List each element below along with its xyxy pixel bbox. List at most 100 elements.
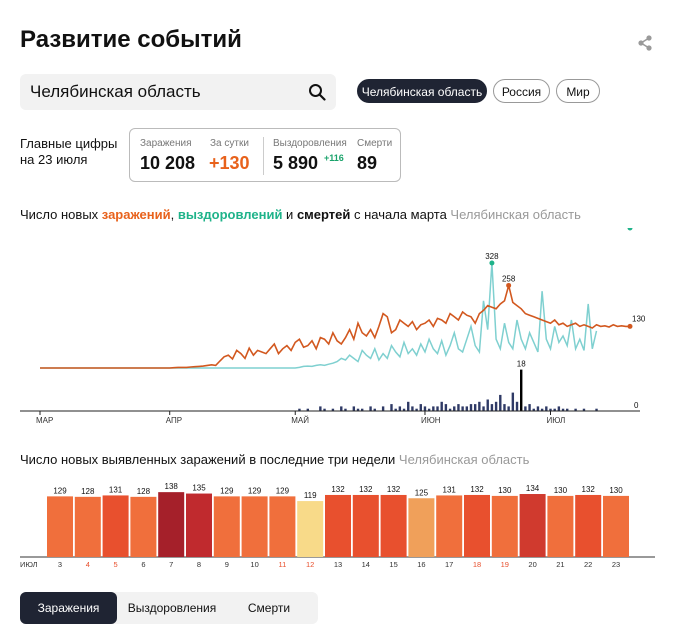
death-bar	[486, 399, 489, 411]
bar-value-label: 132	[331, 485, 345, 494]
day-tick-label: 7	[169, 560, 173, 569]
bar-value-label: 128	[81, 487, 95, 496]
death-bar	[453, 406, 456, 411]
death-bar	[427, 408, 431, 411]
death-bar	[582, 408, 586, 411]
month-label: МАЙ	[291, 416, 309, 425]
death-bar	[540, 408, 544, 411]
death-bar	[532, 408, 535, 411]
death-bar	[369, 406, 372, 411]
deaths-peak-label: 18	[517, 360, 526, 369]
death-bar	[536, 406, 540, 411]
region-pill-chelyabinsk[interactable]: Челябинская область	[357, 79, 487, 103]
death-bar	[448, 408, 452, 411]
search-icon[interactable]	[308, 83, 326, 101]
bar-value-label: 132	[582, 485, 596, 494]
death-bar	[478, 401, 481, 411]
bar	[380, 494, 407, 557]
bar	[352, 494, 379, 557]
death-bar	[440, 401, 443, 411]
recoveries-label: Выздоровления	[273, 138, 347, 149]
bar	[464, 494, 490, 557]
chart2-title-text: Число новых выявленных заражений в после…	[20, 452, 399, 467]
trend-chart: МАР АПР МАЙ ИЮН ИЮЛ 328 258 18 130 116 0	[20, 228, 646, 425]
day-tick-label: 13	[334, 560, 342, 569]
bar-value-label: 131	[443, 485, 457, 494]
bar-value-label: 119	[304, 491, 317, 500]
bar	[297, 501, 324, 557]
bar	[158, 492, 185, 557]
death-bar	[549, 408, 552, 411]
recoveries-last-marker	[627, 228, 633, 231]
death-bar	[461, 406, 464, 411]
recoveries-peak-label: 328	[485, 252, 499, 261]
death-bar	[415, 408, 418, 411]
bar-value-label: 129	[220, 486, 234, 495]
chart1-title-region: Челябинская область	[450, 207, 581, 222]
infections-value: 10 208	[140, 153, 196, 173]
bar-value-label: 130	[498, 486, 512, 495]
infections-last-marker	[627, 323, 633, 329]
death-bar	[432, 406, 435, 411]
bar	[241, 496, 268, 557]
death-bar	[394, 408, 397, 411]
tab-deaths[interactable]: Смерти	[247, 601, 291, 615]
bar-value-label: 135	[192, 484, 206, 493]
three-week-bar-chart: ИЮЛ1293128413151286138713581299129101291…	[20, 482, 655, 569]
death-bar	[423, 406, 427, 411]
day-tick-label: 16	[417, 560, 425, 569]
death-bar	[298, 408, 301, 411]
death-bar	[473, 404, 477, 411]
search-value: Челябинская область	[30, 82, 201, 101]
metric-tabs: Заражения Выздоровления Смерти	[20, 592, 318, 624]
chart1-title-recoveries: выздоровлений	[177, 207, 283, 222]
death-bar	[595, 408, 598, 411]
region-pill-russia[interactable]: Россия	[493, 79, 550, 103]
death-bar	[407, 401, 410, 411]
death-bar	[344, 408, 347, 411]
death-bar	[469, 404, 473, 411]
bar	[547, 495, 574, 557]
month-label: ИЮН	[421, 416, 441, 425]
page-title: Развитие событий	[20, 26, 242, 53]
deaths-value: 89	[357, 153, 378, 173]
share-icon[interactable]	[636, 34, 654, 52]
month-label: ИЮЛ	[546, 416, 565, 425]
death-bar	[306, 408, 310, 411]
day-tick-label: 3	[58, 560, 62, 569]
bar	[74, 496, 101, 557]
day-tick-label: 22	[584, 560, 592, 569]
death-bar	[331, 408, 335, 411]
region-pill-world[interactable]: Мир	[556, 79, 600, 103]
region-search-input[interactable]: Челябинская область	[20, 74, 336, 110]
stats-divider	[263, 137, 264, 175]
bar	[436, 495, 463, 557]
death-bar	[465, 406, 469, 411]
death-bar	[553, 408, 556, 411]
tab-infections[interactable]: Заражения	[20, 592, 117, 624]
day-tick-label: 4	[86, 560, 90, 569]
bar	[408, 498, 435, 557]
death-bar	[444, 404, 448, 411]
death-bar	[574, 408, 577, 411]
chart2-title: Число новых выявленных заражений в после…	[20, 452, 529, 467]
bar	[325, 494, 351, 557]
bar-value-label: 130	[609, 486, 623, 495]
bar	[519, 494, 546, 557]
death-bar	[398, 406, 402, 411]
bar-value-label: 132	[387, 485, 401, 494]
death-bar	[402, 408, 406, 411]
death-bar	[381, 406, 385, 411]
day-tick-label: 12	[306, 560, 314, 569]
month-label: АПР	[166, 416, 182, 425]
death-bar	[319, 406, 322, 411]
death-bar	[373, 408, 376, 411]
summary-label: Главные цифры на 23 июля	[20, 136, 118, 167]
infections-line	[40, 285, 630, 369]
tab-recoveries[interactable]: Выздоровления	[127, 601, 217, 615]
death-bar	[323, 408, 326, 411]
deaths-label: Смерти	[357, 138, 393, 149]
bar-value-label: 130	[554, 486, 568, 495]
day-tick-label: 23	[612, 560, 620, 569]
chart1-title-and: и	[282, 207, 297, 222]
